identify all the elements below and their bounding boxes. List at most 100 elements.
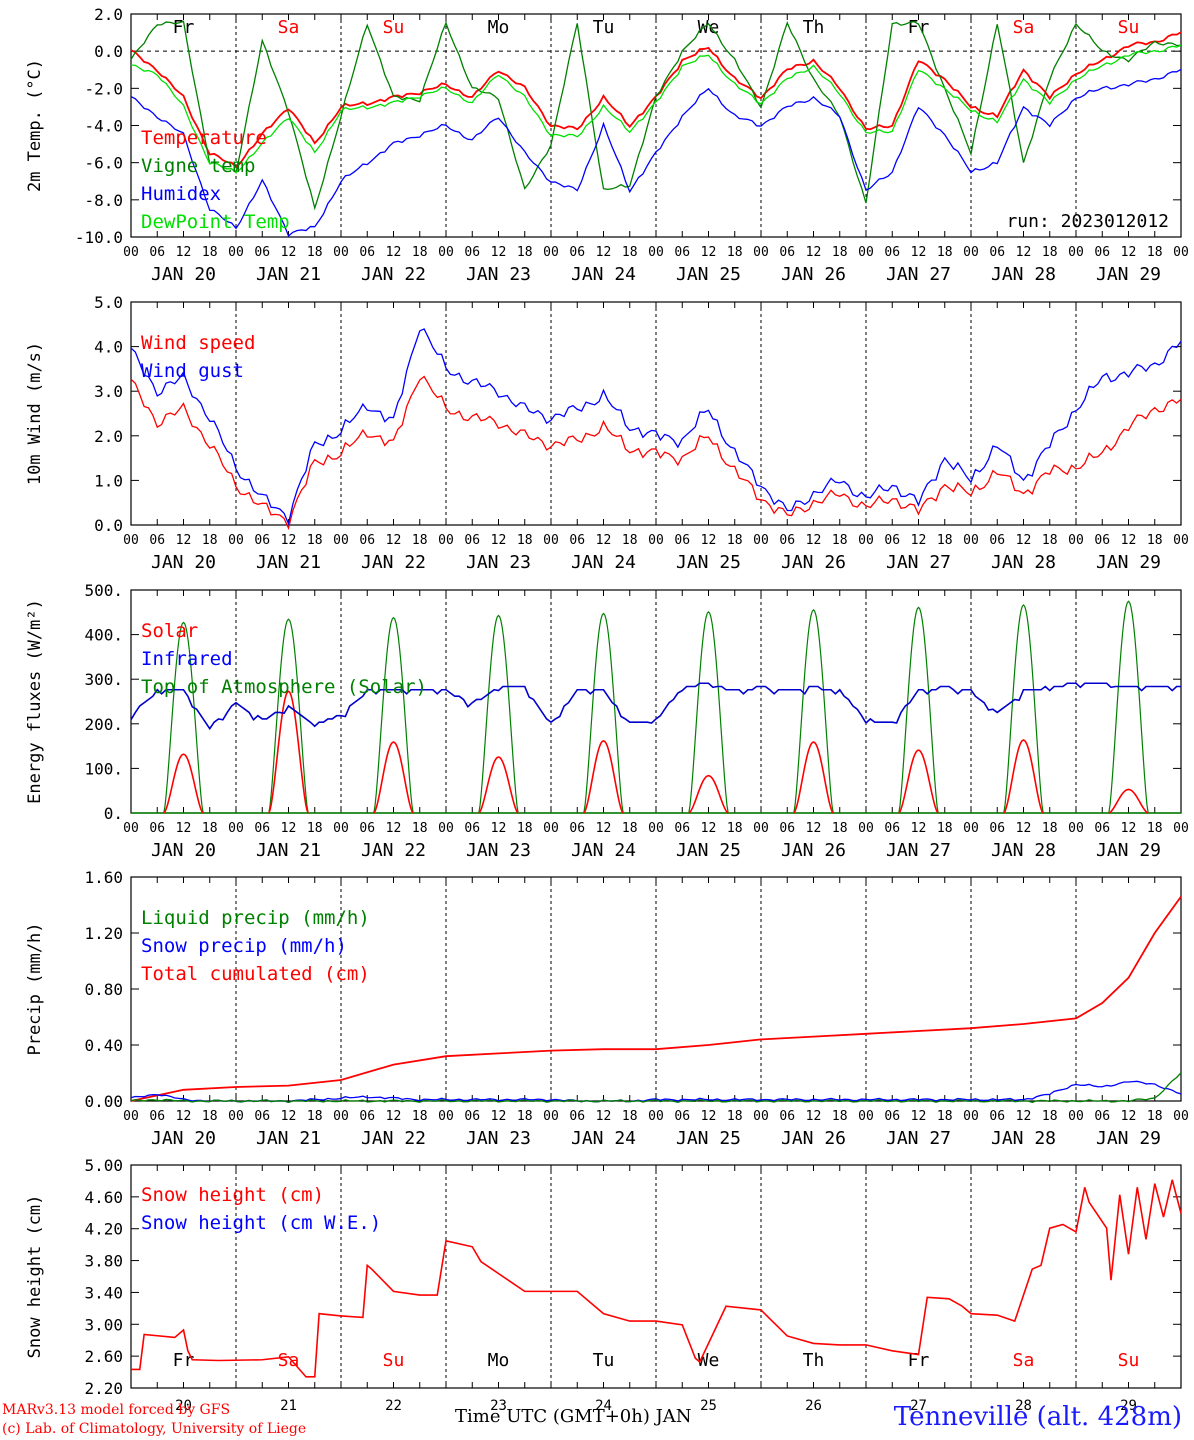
x-date-label: JAN 20 [151,1128,216,1149]
y-tick-label: -4.0 [84,117,123,136]
series-total-cumulated-cm [130,896,1182,1102]
x-hour-label: 12 [281,533,297,548]
x-hour-label: 12 [176,533,192,548]
x-hour-label: 18 [622,1109,638,1124]
x-date-label: JAN 25 [676,264,741,285]
x-date-label: JAN 24 [571,552,636,573]
legend-entry: Snow precip (mm/h) [141,935,347,957]
x-hour-label: 12 [911,533,927,548]
weekday-label: Sa [1013,1350,1035,1371]
weekday-label: Su [1118,1350,1140,1371]
x-hour-label: 06 [254,1109,270,1124]
x-hour-label: 12 [1016,245,1032,260]
x-date-label: JAN 21 [256,552,321,573]
legend-entry: Humidex [141,183,221,205]
x-hour-label: 12 [281,1109,297,1124]
x-hour-label: 12 [911,1109,927,1124]
weekday-label: Mo [488,17,510,38]
x-hour-label: 12 [1016,821,1032,836]
plot-frame [130,301,1182,526]
x-hour-label: 12 [1121,821,1137,836]
series-vigne-temp [130,20,1182,211]
y-tick-label: 2.0 [94,427,123,446]
x-hour-label: 06 [884,245,900,260]
y-tick-label: 1.0 [94,471,123,490]
x-hour-label: 00 [963,1109,979,1124]
x-date-label: 23 [490,1398,507,1414]
x-hour-label: 00 [753,821,769,836]
y-tick-label: 1.60 [84,868,123,887]
x-hour-label: 12 [1121,245,1137,260]
legend-entry: Temperature [141,127,267,149]
x-hour-label: 18 [727,1109,743,1124]
x-date-label: 24 [595,1398,612,1414]
y-axis-label: Energy fluxes (W/m²) [25,599,45,804]
x-hour-label: 00 [228,821,244,836]
x-hour-label: 18 [307,533,323,548]
x-date-label: 21 [280,1398,297,1414]
weekday-label: We [698,17,720,38]
x-hour-label: 06 [1094,533,1110,548]
x-date-label: JAN 26 [781,840,846,861]
x-hour-label: 06 [1094,1109,1110,1124]
y-tick-label: 500. [84,581,123,600]
x-hour-label: 18 [832,1109,848,1124]
x-date-label: JAN 21 [256,1128,321,1149]
x-hour-label: 00 [333,533,349,548]
x-hour-label: 06 [464,821,480,836]
x-hour-label: 06 [779,245,795,260]
x-hour-label: 06 [359,1109,375,1124]
x-hour-label: 06 [989,533,1005,548]
x-date-label: JAN 28 [991,840,1056,861]
x-hour-label: 00 [123,533,139,548]
y-tick-label: 3.00 [84,1315,123,1334]
plot-frame [130,589,1182,814]
x-hour-label: 12 [386,245,402,260]
x-hour-label: 00 [753,1109,769,1124]
y-tick-label: 0.00 [84,1092,123,1111]
x-hour-label: 00 [543,533,559,548]
panel-2: 5.0 4.0 3.0 2.0 1.0 0.0 10m Wind (m/s) 00 06 12 18… [25,293,1189,573]
x-hour-label: 06 [464,1109,480,1124]
y-tick-label: 200. [84,715,123,734]
weekday-label: Fr [173,17,195,38]
x-hour-label: 12 [1121,1109,1137,1124]
x-hour-label: 00 [333,821,349,836]
x-hour-label: 18 [622,533,638,548]
x-hour-label: 00 [543,821,559,836]
x-hour-label: 12 [176,245,192,260]
x-date-label: JAN 28 [991,264,1056,285]
x-date-label: JAN 25 [676,552,741,573]
y-tick-label: 0.80 [84,980,123,999]
x-hour-label: 00 [1173,1109,1189,1124]
x-hour-label: 00 [858,245,874,260]
x-hour-label: 12 [1016,1109,1032,1124]
y-tick-label: -6.0 [84,154,123,173]
x-hour-label: 06 [989,1109,1005,1124]
x-hour-label: 00 [438,1109,454,1124]
x-hour-label: 06 [569,533,585,548]
weekday-label: Th [803,1350,825,1371]
x-hour-label: 00 [858,1109,874,1124]
x-hour-label: 18 [307,245,323,260]
x-hour-label: 06 [254,533,270,548]
x-date-label: 28 [1015,1398,1032,1414]
x-hour-label: 12 [596,533,612,548]
x-hour-label: 00 [648,245,664,260]
x-hour-label: 12 [911,821,927,836]
weekday-label: Tu [593,1350,615,1371]
y-tick-label: 0.40 [84,1036,123,1055]
weekday-label: Su [383,1350,405,1371]
y-tick-label: 0.0 [94,516,123,535]
x-hour-label: 00 [123,821,139,836]
x-hour-label: 06 [149,821,165,836]
x-hour-label: 06 [149,245,165,260]
x-hour-label: 00 [1068,1109,1084,1124]
y-tick-label: 2.20 [84,1379,123,1398]
x-date-label: JAN 22 [361,840,426,861]
legend-entry: Snow height (cm) [141,1184,324,1206]
x-date-label: JAN 23 [466,1128,531,1149]
series-toa-solar [163,600,1149,814]
x-hour-label: 18 [202,245,218,260]
